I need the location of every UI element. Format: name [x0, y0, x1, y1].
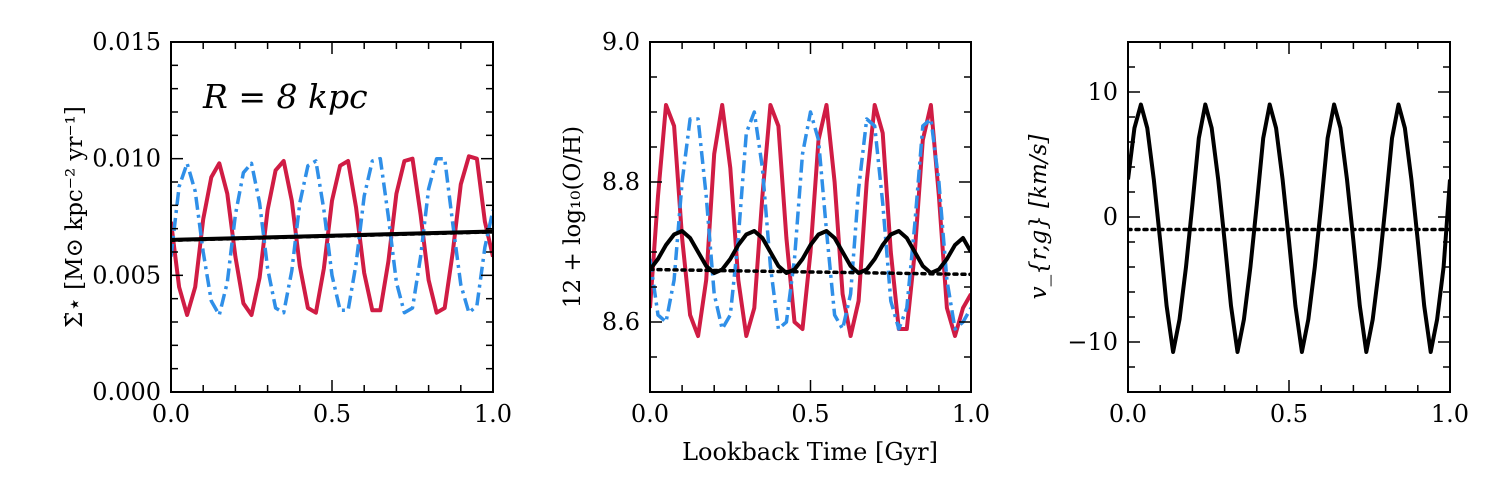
velocity-lines	[1128, 102, 1450, 354]
metallicity-axes-frame	[649, 41, 972, 393]
metallicity-ytick-label: 9.0	[602, 28, 640, 56]
metallicity-ytick-label: 8.8	[602, 168, 640, 196]
sfr-tick-labels: 0.0 0.5 1.0 0.000 0.005 0.010 0.015	[92, 28, 512, 428]
metallicity-ticks	[649, 41, 972, 393]
panel-metallicity: 0.0 0.5 1.0 8.6 8.8 9.0 12 + log₁₀(O/H)	[560, 28, 990, 428]
sfr-xtick-label: 1.0	[474, 400, 512, 428]
metallicity-tick-labels: 0.0 0.5 1.0 8.6 8.8 9.0	[602, 28, 990, 428]
metallicity-series-black-solid	[650, 229, 971, 275]
panel-sfr: 0.0 0.5 1.0 0.000 0.005 0.010 0.015 Σ̇⋆ [M⊙ kp…	[62, 28, 512, 428]
sfr-xtick-label: 0.0	[152, 400, 190, 428]
sfr-series-red-solid	[171, 154, 493, 317]
metallicity-series-blue-dashdot	[650, 110, 971, 331]
sfr-series-blue-dashdot	[171, 156, 493, 317]
metallicity-xtick-label: 0.5	[791, 400, 829, 428]
velocity-ytick-label: 10	[1087, 78, 1118, 106]
metallicity-ytick-label: 8.6	[602, 308, 640, 336]
sfr-ytick-label: 0.000	[92, 378, 161, 406]
velocity-ticks	[1127, 41, 1451, 393]
sfr-ticks	[170, 41, 494, 393]
sfr-ylabel: Σ̇⋆ [M⊙ kpc⁻² yr⁻¹]	[62, 106, 88, 328]
velocity-ytick-label: 0	[1103, 203, 1118, 231]
metallicity-xtick-label: 0.0	[631, 400, 669, 428]
velocity-tick-labels: 0.0 0.5 1.0 −10 0 10	[1067, 78, 1469, 428]
panel-velocity: 0.0 0.5 1.0 −10 0 10 v_{r,g} [km/s]	[1026, 41, 1469, 428]
velocity-xtick-label: 1.0	[1431, 400, 1469, 428]
metallicity-lines	[650, 103, 971, 338]
metallicity-xtick-label: 1.0	[952, 400, 990, 428]
sfr-lines	[171, 154, 493, 317]
velocity-xtick-label: 0.5	[1270, 400, 1308, 428]
sfr-ytick-label: 0.010	[92, 145, 161, 173]
metallicity-ylabel: 12 + log₁₀(O/H)	[560, 126, 586, 308]
sfr-ytick-label: 0.005	[92, 261, 161, 289]
sfr-ytick-label: 0.015	[92, 28, 161, 56]
shared-xlabel: Lookback Time [Gyr]	[682, 438, 938, 466]
metallicity-series-red-solid	[650, 103, 971, 338]
sfr-xtick-label: 0.5	[313, 400, 351, 428]
velocity-ytick-label: −10	[1067, 328, 1118, 356]
sfr-series-black-dotted	[171, 230, 493, 243]
velocity-ylabel: v_{r,g} [km/s]	[1026, 135, 1052, 300]
velocity-xtick-label: 0.0	[1109, 400, 1147, 428]
metallicity-series-black-dotted	[650, 267, 971, 277]
velocity-series-black-solid	[1128, 102, 1450, 354]
sfr-annotation: R = 8 kpc	[202, 77, 368, 116]
